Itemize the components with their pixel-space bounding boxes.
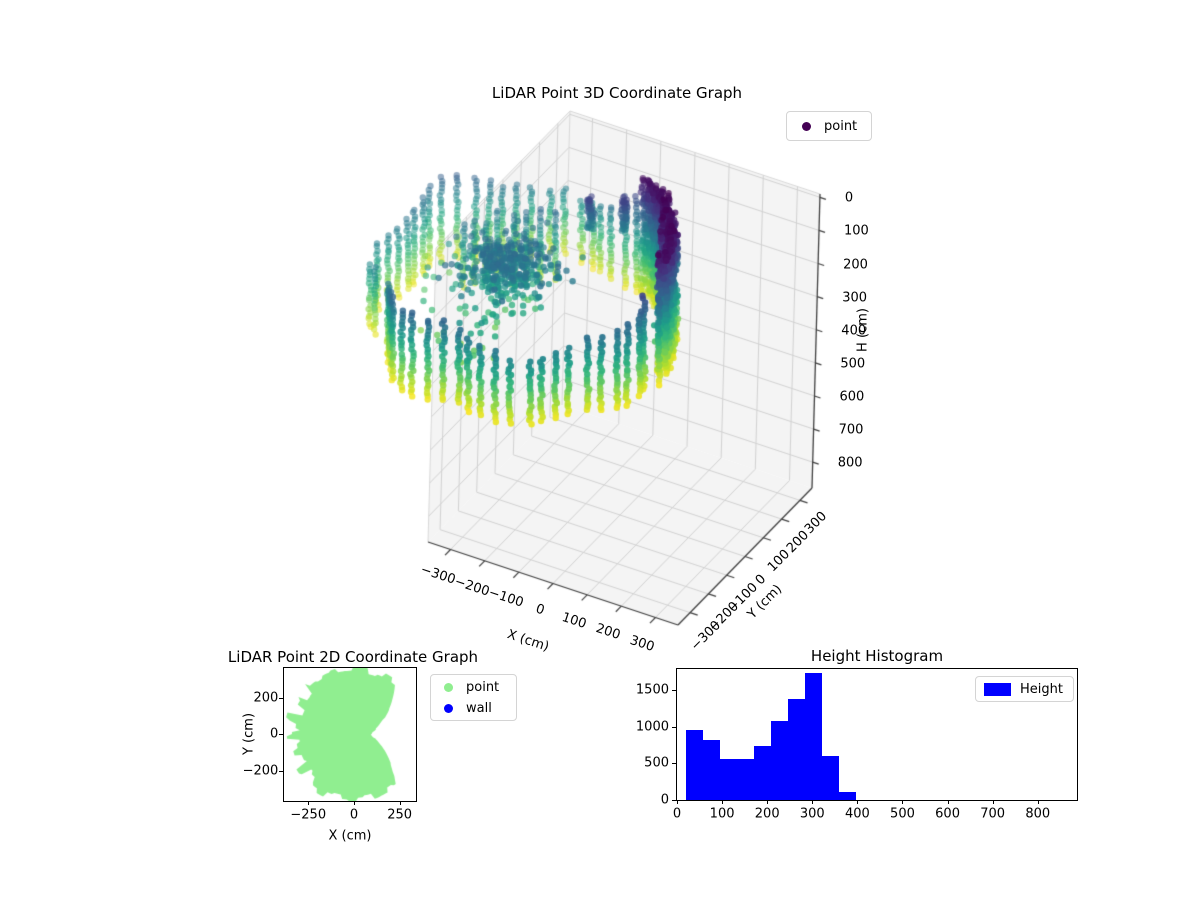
histogram-x-tick-label: 600 <box>935 806 960 822</box>
histogram-bar <box>771 721 789 800</box>
legend-item-height: Height <box>984 682 1073 697</box>
histogram-x-tick-label: 0 <box>672 806 682 822</box>
histogram-x-tick-label: 800 <box>1025 806 1051 822</box>
plot2d-legend: point wall <box>430 674 517 721</box>
legend-label: point <box>466 679 500 695</box>
histogram-y-tick-label: 0 <box>660 792 669 808</box>
plot3d-z-tick-label: 700 <box>838 422 864 438</box>
height-swatch-icon <box>984 682 1011 696</box>
histogram-bar <box>805 673 823 800</box>
histogram-x-tick <box>992 799 994 804</box>
plot3d-legend: point <box>786 111 872 141</box>
plot2d-y-tick <box>279 734 284 736</box>
plot2d-axes <box>279 667 418 805</box>
histogram-y-tick-label: 500 <box>644 755 669 771</box>
histogram-bar <box>822 755 840 800</box>
histogram-x-tick <box>857 799 859 804</box>
point-marker-icon <box>444 682 453 692</box>
histogram-title: Height Histogram <box>810 647 944 665</box>
histogram-y-tick <box>672 726 676 728</box>
legend-item-point: point <box>444 677 516 698</box>
point-marker-icon <box>802 121 811 131</box>
histogram-y-tick-label: 1000 <box>635 719 669 735</box>
plot2d-x-tick <box>399 800 401 805</box>
histogram-bar <box>839 792 857 800</box>
histogram-y-tick-label: 1500 <box>635 682 669 698</box>
plot3d-z-tick-label: 300 <box>842 290 868 306</box>
histogram-y-tick <box>672 799 676 801</box>
plot3d-z-tick-label: 800 <box>837 455 863 471</box>
plot2d-x-tick-label: −250 <box>290 807 327 823</box>
plot3d-z-tick-label: 200 <box>843 257 868 273</box>
plot3d-title: LiDAR Point 3D Coordinate Graph <box>491 84 743 102</box>
histogram-x-tick <box>767 799 769 804</box>
plot2d-y-tick <box>279 697 284 699</box>
histogram-y-tick <box>672 763 676 765</box>
histogram-bar <box>720 759 738 800</box>
histogram-y-tick <box>672 690 676 692</box>
plot2d-y-tick <box>279 770 284 772</box>
plot2d-y-tick-label: 0 <box>270 726 279 742</box>
histogram-x-tick <box>947 799 949 804</box>
wall-marker-icon <box>444 703 453 713</box>
histogram-x-tick <box>812 799 814 804</box>
histogram-x-tick-label: 100 <box>709 806 735 822</box>
plot2d-title: LiDAR Point 2D Coordinate Graph <box>227 648 479 666</box>
plot2d-x-tick-label: 250 <box>387 807 413 823</box>
histogram-x-tick <box>722 799 724 804</box>
plot3d-z-tick-label: 100 <box>844 223 869 239</box>
histogram-x-tick <box>1037 799 1039 804</box>
legend-item-point3d: point <box>802 119 871 134</box>
plot2d-y-tick-label: −200 <box>242 763 279 779</box>
histogram-axes <box>672 668 1078 804</box>
histogram-bar <box>754 745 772 800</box>
histogram-bar <box>737 759 755 800</box>
histogram-x-tick-label: 400 <box>844 806 870 822</box>
legend-label: Height <box>1020 681 1063 697</box>
plot2d-canvas <box>284 668 417 802</box>
histogram-bar <box>788 698 806 800</box>
histogram-bar <box>686 729 704 800</box>
plot2d-x-tick-label: 0 <box>349 807 359 823</box>
plot2d-y-tick-label: 200 <box>253 690 279 706</box>
plot3d-z-tick-label: 0 <box>844 190 854 206</box>
plot3d-z-tick-label: 400 <box>841 323 867 339</box>
histogram-legend: Height <box>975 676 1074 702</box>
histogram-x-tick-label: 700 <box>980 806 1006 822</box>
legend-label: point <box>824 118 858 134</box>
histogram-x-tick-label: 200 <box>754 806 780 822</box>
histogram-x-tick <box>677 799 678 804</box>
legend-label: wall <box>466 700 492 716</box>
histogram-x-tick-label: 500 <box>890 806 915 822</box>
plot3d-z-tick-label: 500 <box>840 356 866 372</box>
histogram-x-tick-label: 300 <box>799 806 825 822</box>
histogram-bar <box>703 740 721 800</box>
histogram-x-tick <box>902 799 904 804</box>
plot3d-z-tick-label: 600 <box>839 389 865 405</box>
plot2d-xaxis-label: X (cm) <box>328 828 372 844</box>
plot2d-x-tick <box>308 800 310 805</box>
plot2d-x-tick <box>353 800 355 805</box>
legend-item-wall: wall <box>444 698 516 719</box>
